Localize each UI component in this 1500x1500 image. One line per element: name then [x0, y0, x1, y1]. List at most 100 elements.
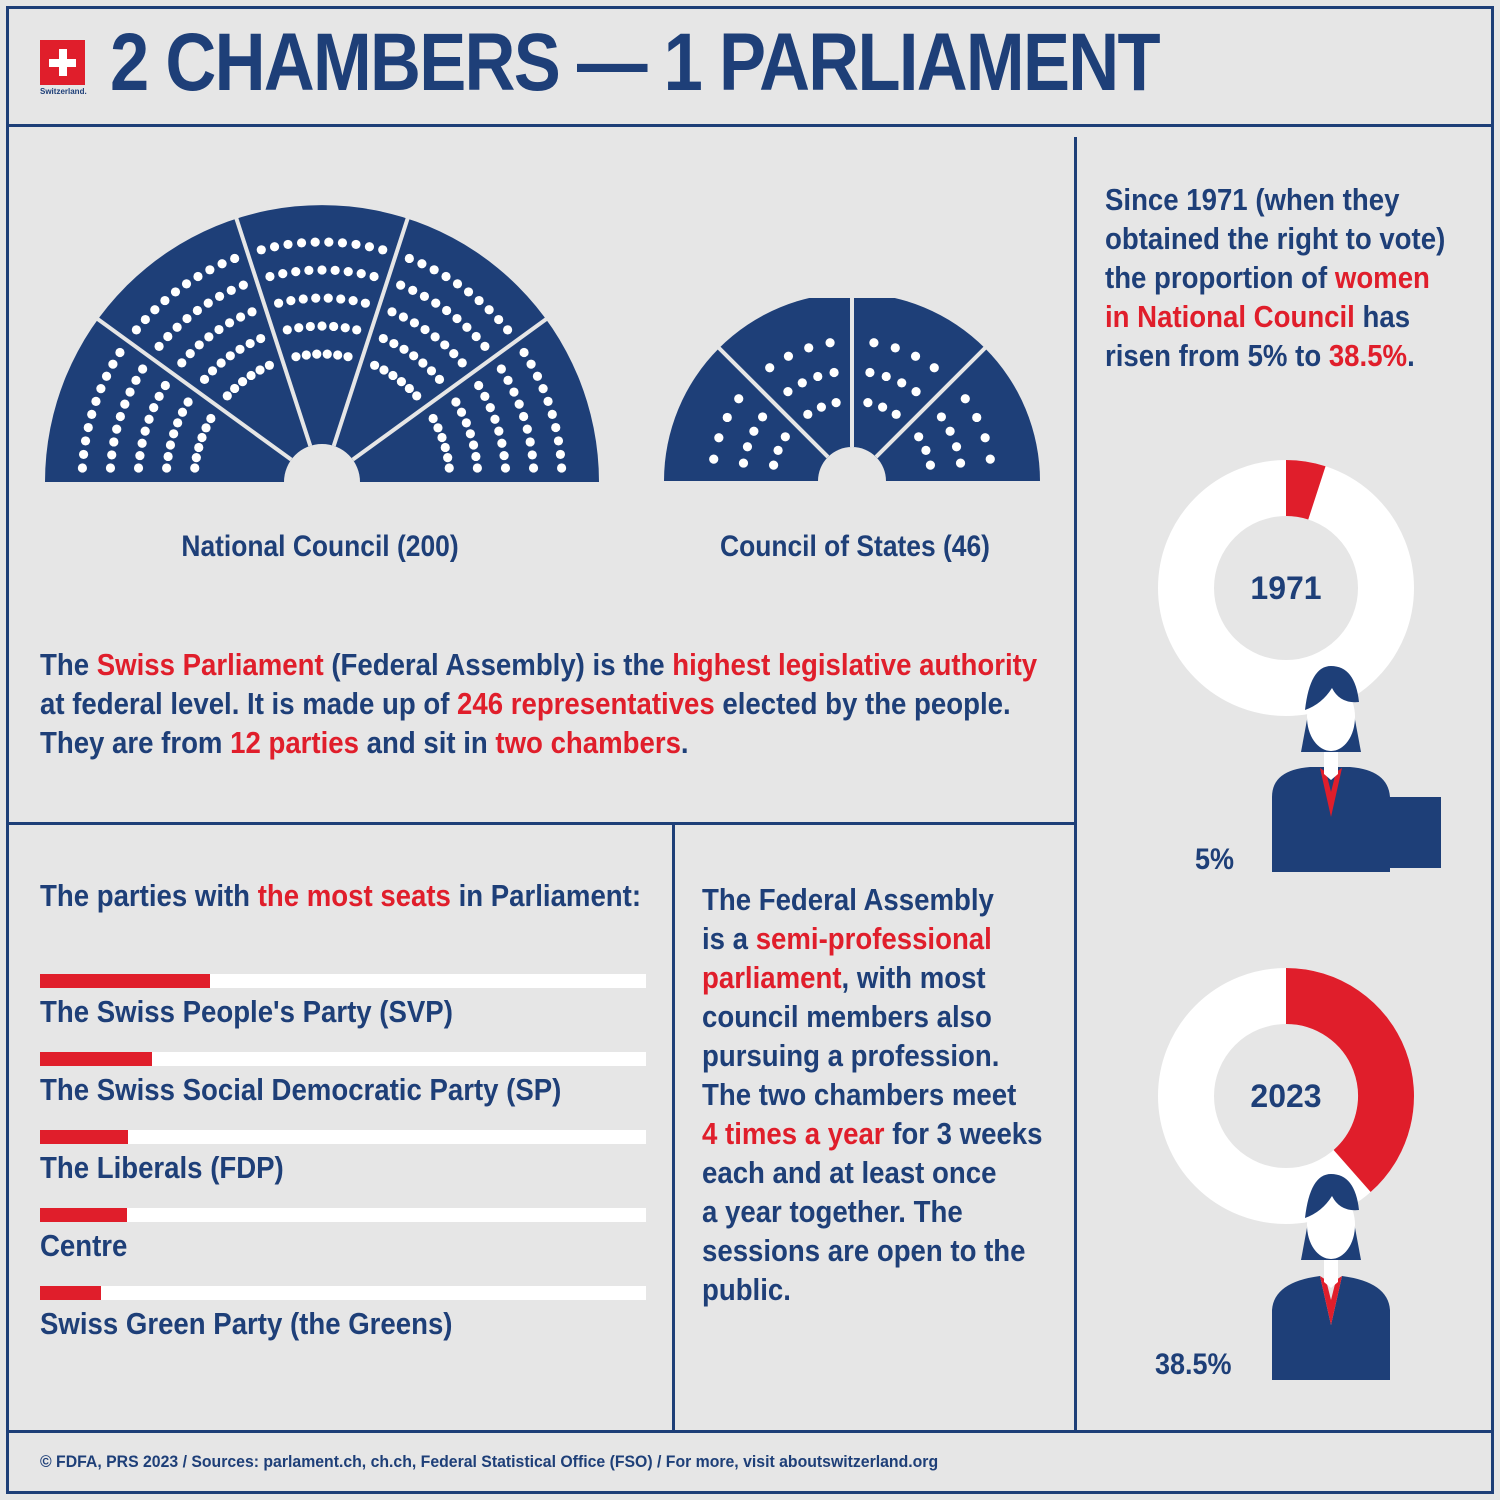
nc-seat [214, 291, 225, 301]
nc-seat [238, 280, 248, 290]
nc-seat [177, 358, 187, 368]
nc-seat [265, 271, 275, 282]
nc-seat [125, 387, 135, 397]
nc-seat [135, 450, 145, 461]
nc-seat [112, 424, 122, 434]
nc-seat [509, 387, 519, 397]
nc-seat [163, 331, 173, 342]
cs-seat [921, 445, 931, 455]
nc-seat [235, 344, 245, 354]
nc-seat [463, 287, 474, 297]
footer-divider [6, 1430, 1494, 1433]
nc-seat [480, 341, 490, 351]
nc-seat [519, 411, 529, 422]
bar-track [40, 1130, 646, 1144]
nc-seat [440, 442, 450, 453]
nc-seat [324, 237, 334, 247]
nc-seat [140, 314, 150, 325]
bar-track [40, 974, 646, 988]
nc-seat [452, 279, 463, 289]
nc-seat [387, 307, 397, 317]
nc-seat [443, 453, 453, 463]
cs-seat [738, 458, 749, 468]
cs-seat [960, 394, 970, 404]
nc-seat [404, 383, 414, 394]
nc-seat [80, 436, 91, 446]
cs-seat [829, 367, 839, 378]
cs-seat [881, 371, 891, 382]
nc-seat [449, 348, 459, 359]
nc-seat [286, 296, 296, 306]
nc-seat [456, 407, 467, 417]
nc-seat [177, 407, 188, 417]
party-name: The Swiss Social Democratic Party (SP) [40, 1072, 562, 1107]
council-of-states-label: Council of States (46) [720, 530, 990, 563]
middle-divider [6, 822, 1076, 825]
nc-seat [519, 347, 529, 358]
cs-seat [955, 458, 966, 468]
bar-track [40, 1208, 646, 1222]
nc-seat [409, 351, 419, 361]
bar-track [40, 1052, 646, 1066]
donut-year: 2023 [1250, 1078, 1321, 1114]
cs-seat [865, 367, 875, 378]
nc-seat [440, 340, 450, 350]
nc-seat [312, 349, 322, 359]
nc-seat [247, 307, 257, 317]
nc-seat [418, 358, 428, 368]
party-name: Swiss Green Party (the Greens) [40, 1306, 453, 1341]
nc-seat [444, 463, 454, 473]
nc-seat [429, 265, 439, 275]
nc-seat [170, 287, 181, 297]
nc-divider [331, 216, 411, 447]
nc-seat [203, 298, 213, 308]
nc-seat [236, 312, 246, 322]
nc-seat [291, 352, 301, 362]
national-council-hemicycle [45, 205, 599, 482]
nc-seat [256, 333, 266, 344]
nc-seat [140, 426, 150, 436]
bar-fill [40, 1130, 128, 1144]
cs-seat [714, 433, 724, 443]
nc-seat [461, 418, 471, 428]
nc-seat [356, 269, 366, 279]
nc-seat [343, 352, 353, 362]
bar-track [40, 1286, 646, 1300]
nc-seat [317, 265, 327, 275]
nc-seat [543, 396, 553, 406]
nc-seat [514, 399, 524, 409]
nc-seat [419, 291, 430, 301]
nc-seat [329, 321, 339, 332]
nc-seat [131, 375, 141, 385]
cs-seat [734, 394, 744, 404]
party-name: The Swiss People's Party (SVP) [40, 994, 453, 1029]
nc-seat [173, 418, 183, 428]
nc-seat [204, 332, 214, 342]
bar-fill [40, 1052, 153, 1066]
nc-seat [336, 294, 346, 304]
nc-seat [490, 414, 500, 424]
nc-seat [499, 450, 509, 461]
nc-seat [245, 338, 255, 349]
nc-seat [323, 293, 333, 303]
nc-seat [91, 396, 101, 406]
nc-seat [144, 414, 154, 424]
nc-seat [555, 449, 566, 460]
cs-seat [910, 351, 921, 361]
nc-seat [304, 265, 314, 276]
nc-divider [95, 316, 293, 462]
cs-seat [825, 338, 835, 348]
nc-seat [205, 265, 215, 275]
nc-seat [305, 321, 315, 332]
right-column-divider [1074, 137, 1077, 1430]
nc-seat [137, 438, 147, 448]
nc-seat [409, 318, 420, 328]
nc-seat [369, 271, 379, 282]
nc-seat [378, 245, 388, 255]
assembly-paragraph: The Federal Assembly is a semi-professio… [702, 882, 1043, 1307]
donut-arc [1284, 460, 1326, 520]
nc-seat [360, 298, 370, 308]
cs-seat [925, 460, 936, 470]
nc-seat [340, 323, 350, 333]
cs-seat [816, 402, 826, 412]
